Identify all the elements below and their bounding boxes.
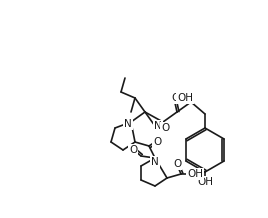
Text: N: N — [154, 121, 162, 131]
Text: O: O — [171, 93, 179, 103]
Text: N: N — [151, 157, 159, 167]
Text: O: O — [129, 145, 137, 155]
Text: NH₂: NH₂ — [169, 93, 189, 103]
Text: N: N — [124, 119, 132, 129]
Text: OH: OH — [177, 93, 193, 103]
Text: O: O — [161, 123, 169, 133]
Text: OH: OH — [187, 169, 203, 179]
Text: OH: OH — [197, 177, 213, 187]
Text: O: O — [173, 159, 181, 169]
Text: O: O — [153, 137, 161, 147]
